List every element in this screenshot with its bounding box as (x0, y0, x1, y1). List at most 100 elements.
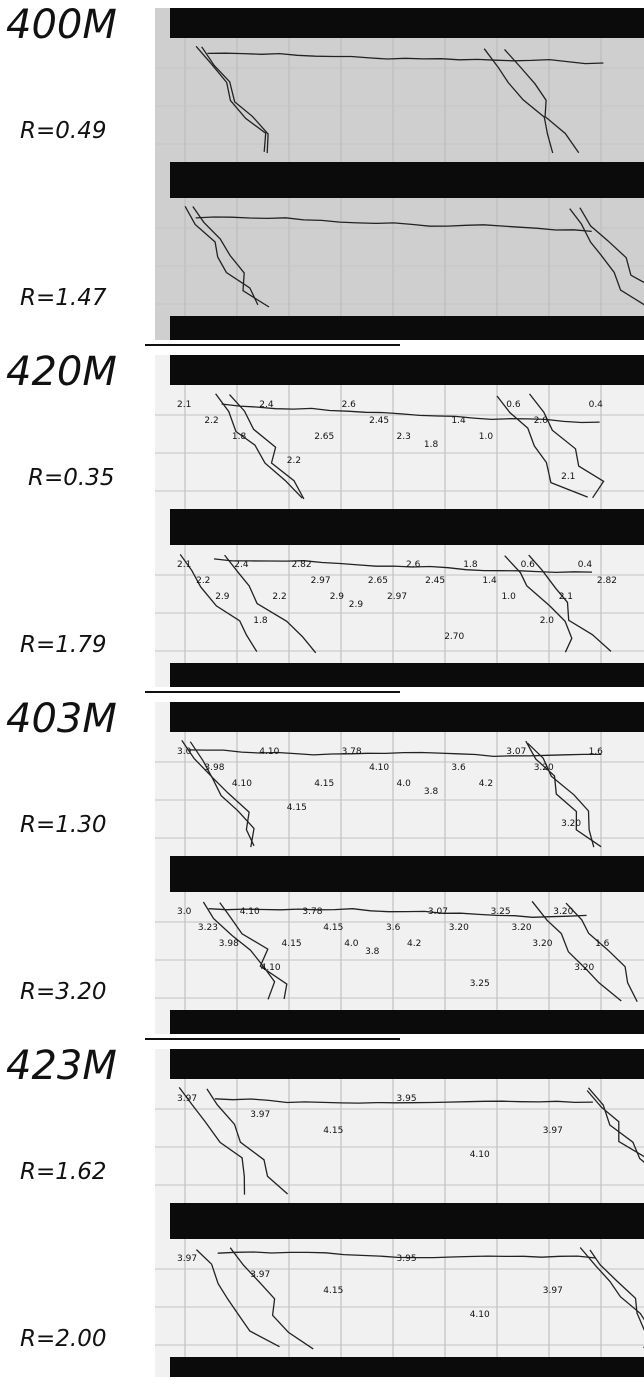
crack-label: 3.78 (302, 907, 322, 917)
crack (579, 207, 644, 284)
crack-label: 4.10 (470, 1150, 490, 1160)
crack-label: 1.0 (479, 432, 494, 442)
specimen-label: 403M (6, 696, 117, 742)
crack-label: 4.15 (282, 939, 302, 949)
crack (579, 1247, 644, 1349)
crack-label: 2.2 (287, 456, 301, 466)
crack-label: 3.97 (177, 1094, 197, 1104)
crack-label: 3.20 (553, 907, 573, 917)
crack-label: 3.78 (342, 747, 362, 757)
crack-label: 3.95 (397, 1094, 417, 1104)
crack-label: 4.2 (479, 779, 493, 789)
crack (483, 48, 554, 154)
crack-label: 4.10 (470, 1310, 490, 1320)
crack (184, 205, 259, 306)
crack-label: 2.70 (444, 632, 464, 642)
crack-label: 3.20 (574, 963, 594, 973)
crack (208, 908, 587, 918)
crack-label: 3.20 (512, 923, 532, 933)
crack (589, 1249, 644, 1331)
black-band (170, 509, 644, 545)
crack-label: 0.4 (589, 400, 604, 410)
crack-label: 2.97 (311, 576, 331, 586)
crack (178, 1087, 246, 1195)
crack-label: 2.65 (368, 576, 388, 586)
black-band (170, 1203, 644, 1239)
crack-label: 3.97 (250, 1110, 270, 1120)
crack (201, 46, 269, 154)
crack (528, 554, 612, 652)
crack-label: 1.6 (589, 747, 604, 757)
crack (179, 554, 258, 652)
crack (528, 393, 605, 499)
crack-label: 2.45 (369, 416, 389, 426)
crack-label: 2.9 (349, 600, 364, 610)
crack (496, 395, 588, 498)
crack-label: 4.10 (261, 963, 281, 973)
crack-label: 3.97 (543, 1286, 563, 1296)
crack-label: 3.07 (428, 907, 448, 917)
crack-label: 2.9 (215, 592, 230, 602)
crack-label: 3.6 (451, 763, 466, 773)
crack-label: 4.10 (232, 779, 252, 789)
crack-label: 1.4 (451, 416, 466, 426)
crack-label: 3.20 (449, 923, 469, 933)
crack-label: 4.10 (240, 907, 260, 917)
crack (181, 740, 255, 848)
crack-label: 0.6 (521, 560, 536, 570)
crack-label: 2.0 (540, 616, 555, 626)
crack-label: 1.8 (253, 616, 268, 626)
ratio-label: R=0.35 (28, 465, 114, 491)
crack-label: 3.8 (424, 787, 439, 797)
crack-label: 4.10 (259, 747, 279, 757)
ratio-label: R=1.30 (20, 812, 106, 838)
black-band (170, 316, 644, 340)
black-band (170, 162, 644, 198)
crack (586, 1090, 644, 1158)
crack (221, 403, 600, 424)
crack-label: 2.2 (204, 416, 218, 426)
ratio-label: R=1.62 (20, 1159, 106, 1185)
crack-label: 3.6 (386, 923, 401, 933)
crack-label: 2.4 (234, 560, 249, 570)
crack-label: 2.0 (534, 416, 549, 426)
crack (525, 740, 602, 848)
crack-label: 2.1 (177, 560, 191, 570)
ratio-label: R=1.79 (20, 632, 106, 658)
crack-label: 2.65 (314, 432, 334, 442)
crack-label: 3.97 (543, 1126, 563, 1136)
crack-label: 2.1 (177, 400, 191, 410)
crack-label: 4.2 (407, 939, 421, 949)
crack-label: 2.6 (406, 560, 421, 570)
crack-label: 2.45 (425, 576, 445, 586)
crack (229, 1247, 314, 1350)
crack-label: 3.25 (470, 979, 490, 989)
crack (504, 48, 580, 154)
crack (215, 393, 303, 499)
crack-label: 3.20 (532, 939, 552, 949)
crack-label: 4.15 (323, 1126, 343, 1136)
crack-label: 3.23 (198, 923, 218, 933)
crack (531, 900, 622, 1002)
crack-label: 2.9 (330, 592, 345, 602)
crack-label: 2.1 (561, 472, 575, 482)
crack-label: 2.2 (272, 592, 286, 602)
crack (224, 554, 317, 654)
crack-label: 2.4 (259, 400, 274, 410)
crack (206, 1088, 289, 1195)
black-band (170, 1049, 644, 1079)
crack-label: 4.15 (287, 803, 307, 813)
crack-label: 4.10 (369, 763, 389, 773)
ratio-label: R=1.47 (20, 285, 107, 311)
crack-label: 3.97 (177, 1254, 197, 1264)
crack-label: 1.8 (424, 440, 439, 450)
crack-label: 2.97 (387, 592, 407, 602)
crack (195, 45, 267, 152)
crack-label: 3.07 (506, 747, 526, 757)
crack (187, 749, 602, 758)
crack (195, 1249, 280, 1348)
crack-label: 4.15 (323, 923, 343, 933)
crack (504, 555, 573, 653)
